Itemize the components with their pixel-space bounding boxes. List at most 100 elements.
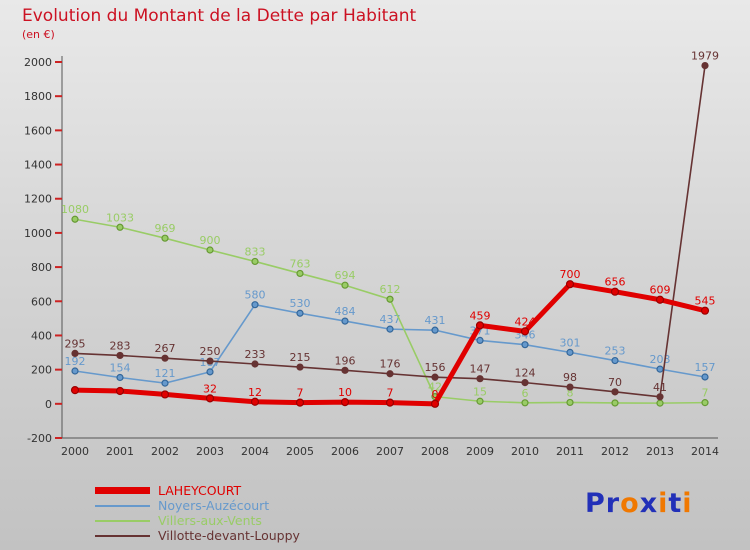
logo-letter: t (668, 488, 683, 519)
data-point (340, 398, 350, 407)
data-point (160, 390, 170, 399)
data-label: 1080 (61, 203, 89, 216)
data-point (566, 348, 574, 356)
x-tick-label: 2003 (196, 445, 224, 458)
data-point (386, 295, 394, 303)
legend-item: Villotte-devant-Louppy (95, 528, 300, 543)
data-label: 833 (245, 245, 266, 258)
data-label: 6 (522, 387, 529, 400)
legend-label: Villers-aux-Vents (158, 513, 262, 528)
data-label: 32 (203, 382, 217, 395)
data-label: 176 (380, 358, 401, 371)
data-label: 612 (380, 283, 401, 296)
data-point (71, 367, 79, 375)
data-point (296, 269, 304, 278)
data-point (206, 357, 214, 365)
data-label: 7 (297, 387, 304, 400)
legend-item: Noyers-Auzécourt (95, 498, 300, 513)
logo-letter: x (639, 488, 659, 519)
data-label: 192 (65, 355, 86, 368)
data-point (205, 394, 215, 403)
data-point (430, 399, 440, 408)
data-label: 301 (560, 336, 581, 349)
data-point (296, 363, 304, 371)
data-label: 1979 (691, 50, 719, 63)
data-point (701, 399, 709, 407)
data-label: 7 (702, 387, 709, 400)
data-point (610, 287, 620, 296)
data-point (566, 398, 574, 407)
data-label: 121 (155, 367, 176, 380)
x-tick-label: 2014 (691, 445, 719, 458)
data-label: 253 (605, 345, 626, 358)
data-label: 156 (425, 361, 446, 374)
x-tick-label: 2010 (511, 445, 539, 458)
data-label: 900 (200, 234, 221, 247)
data-point (476, 397, 484, 405)
data-point (475, 321, 485, 330)
data-point (251, 301, 259, 309)
data-point (296, 309, 304, 317)
data-label: 763 (290, 257, 311, 270)
data-point (431, 326, 439, 334)
data-point (295, 398, 305, 407)
data-label: 1033 (106, 211, 134, 224)
y-tick-label: 1800 (24, 90, 52, 103)
x-tick-label: 2002 (151, 445, 179, 458)
legend-swatch (95, 504, 150, 507)
data-point (700, 306, 710, 315)
data-label: 42 (428, 381, 442, 394)
legend-label: Noyers-Auzécourt (158, 498, 270, 513)
data-point (656, 393, 664, 401)
data-point (206, 368, 214, 376)
data-label: 70 (608, 376, 622, 389)
data-label: 484 (335, 305, 356, 318)
data-label: 157 (695, 361, 716, 374)
legend-swatch (95, 487, 150, 494)
y-tick-label: 600 (31, 295, 52, 308)
data-label: 694 (335, 269, 356, 282)
data-label: 437 (380, 313, 401, 326)
data-point (385, 398, 395, 407)
data-label: 41 (653, 381, 667, 394)
legend-swatch (95, 534, 150, 537)
data-label: 580 (245, 289, 266, 302)
data-point (161, 379, 169, 387)
data-point (116, 351, 124, 360)
data-label: 545 (695, 295, 716, 308)
legend-swatch (95, 519, 150, 522)
y-tick-label: 1000 (24, 227, 52, 240)
data-point (161, 234, 169, 242)
logo-letter: P (585, 488, 606, 519)
logo-letter: i (658, 488, 669, 519)
data-label: 283 (110, 339, 131, 352)
data-point (70, 386, 80, 395)
data-point (71, 349, 79, 357)
data-point (206, 246, 214, 254)
x-tick-label: 2012 (601, 445, 629, 458)
data-point (431, 373, 439, 381)
data-point (565, 280, 575, 289)
data-label: 124 (515, 367, 536, 380)
data-label: 7 (387, 387, 394, 400)
data-label: 295 (65, 337, 86, 350)
chart-title: Evolution du Montant de la Dette par Hab… (22, 6, 417, 26)
x-tick-label: 2006 (331, 445, 359, 458)
x-tick-label: 2005 (286, 445, 314, 458)
data-point (386, 370, 394, 378)
y-tick-label: 200 (31, 364, 52, 377)
data-point (476, 375, 484, 383)
data-point (701, 373, 709, 381)
data-point (656, 365, 664, 373)
data-point (71, 215, 79, 223)
data-point (521, 341, 529, 349)
x-tick-label: 2011 (556, 445, 584, 458)
logo-letter: i (682, 488, 693, 519)
data-point (161, 354, 169, 362)
data-point (250, 397, 260, 406)
logo-letter: r (605, 488, 621, 519)
data-point (115, 386, 125, 396)
proxiti-logo: Proxiti (585, 488, 693, 519)
